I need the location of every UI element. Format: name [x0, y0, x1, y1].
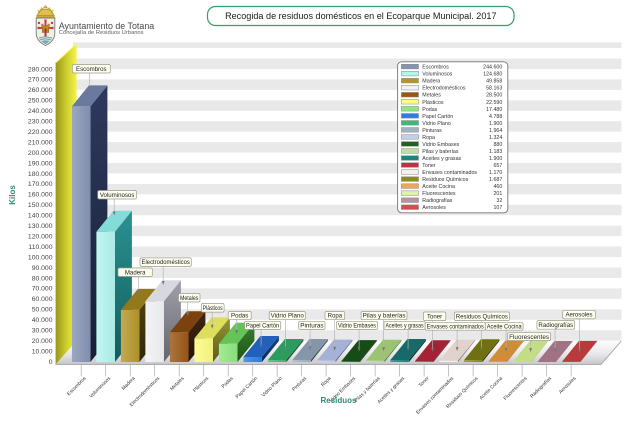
svg-text:Concejalía de Residuos Urbanos: Concejalía de Residuos Urbanos [59, 30, 144, 36]
svg-text:17.480: 17.480 [486, 107, 502, 113]
svg-text:Residuos: Residuos [320, 396, 357, 405]
svg-text:150.000: 150.000 [28, 202, 53, 209]
svg-text:Kilos: Kilos [8, 185, 17, 205]
svg-text:20.000: 20.000 [32, 338, 53, 345]
svg-text:200.000: 200.000 [28, 150, 53, 157]
svg-text:190.000: 190.000 [28, 160, 53, 167]
svg-text:107: 107 [493, 205, 502, 211]
svg-text:210.000: 210.000 [28, 139, 53, 146]
svg-text:Podas: Podas [422, 107, 437, 113]
svg-text:4.788: 4.788 [489, 114, 502, 120]
svg-text:Ropa: Ropa [422, 135, 435, 141]
svg-text:140.000: 140.000 [28, 213, 53, 220]
svg-text:130.000: 130.000 [28, 223, 53, 230]
svg-text:Madera: Madera [422, 79, 440, 85]
svg-text:Metales: Metales [180, 295, 199, 302]
svg-text:0: 0 [49, 359, 53, 366]
svg-text:Residuos Químicos: Residuos Químicos [422, 177, 468, 183]
svg-text:Aerosoles: Aerosoles [565, 312, 592, 319]
svg-text:280.000: 280.000 [28, 66, 53, 73]
svg-text:80.000: 80.000 [32, 275, 53, 282]
svg-text:40.000: 40.000 [32, 317, 53, 324]
svg-text:Fluorescentes: Fluorescentes [422, 191, 456, 197]
svg-text:Metales: Metales [422, 93, 441, 99]
svg-text:Pinturas: Pinturas [422, 128, 442, 134]
svg-text:Pilas y baterías: Pilas y baterías [422, 149, 459, 155]
svg-text:Plásticos: Plásticos [203, 305, 223, 312]
svg-text:Electrodomésticos: Electrodomésticos [142, 259, 190, 266]
svg-text:Aceite Cocina: Aceite Cocina [422, 184, 455, 190]
svg-text:1.324: 1.324 [489, 135, 502, 141]
svg-text:10.000: 10.000 [32, 348, 53, 355]
svg-text:Voluminosos: Voluminosos [422, 72, 452, 78]
svg-text:Aceites y grasas: Aceites y grasas [422, 156, 461, 162]
svg-text:50.000: 50.000 [32, 307, 53, 314]
svg-text:58.163: 58.163 [486, 86, 502, 92]
svg-text:Vidrio Embases: Vidrio Embases [422, 142, 459, 148]
svg-text:Ropa: Ropa [328, 313, 343, 320]
svg-text:270.000: 270.000 [28, 77, 53, 84]
svg-text:1.900: 1.900 [489, 156, 502, 162]
svg-text:Podas: Podas [231, 313, 248, 320]
svg-text:240.000: 240.000 [28, 108, 53, 115]
svg-text:220.000: 220.000 [28, 129, 53, 136]
svg-text:30.000: 30.000 [32, 328, 53, 335]
svg-text:1.170: 1.170 [489, 170, 502, 176]
svg-text:22.590: 22.590 [486, 100, 502, 106]
svg-text:32: 32 [496, 198, 502, 204]
svg-text:657: 657 [493, 163, 502, 169]
svg-text:Escombros: Escombros [76, 66, 106, 73]
svg-text:250.000: 250.000 [28, 98, 53, 105]
svg-text:880: 880 [493, 142, 502, 148]
svg-text:60.000: 60.000 [32, 296, 53, 303]
svg-text:Papel Cartón: Papel Cartón [246, 323, 279, 330]
svg-text:Residuos Químicos: Residuos Químicos [456, 313, 508, 320]
svg-text:110.000: 110.000 [28, 244, 52, 251]
svg-text:90.000: 90.000 [32, 265, 53, 272]
svg-text:Radiografías: Radiografías [538, 322, 573, 329]
svg-text:Aerosoles: Aerosoles [422, 205, 446, 211]
svg-text:Plásticos: Plásticos [422, 100, 444, 106]
svg-text:Toner: Toner [427, 313, 442, 320]
svg-text:Vidrio Plano: Vidrio Plano [271, 313, 305, 320]
svg-text:260.000: 260.000 [28, 87, 53, 94]
svg-text:1.687: 1.687 [489, 177, 502, 183]
svg-text:Vidrio Plano: Vidrio Plano [422, 121, 451, 127]
svg-text:Envases contaminados: Envases contaminados [427, 323, 484, 330]
svg-text:Aceites y grasas: Aceites y grasas [386, 323, 424, 330]
svg-text:170.000: 170.000 [28, 181, 53, 188]
svg-text:28.500: 28.500 [486, 93, 502, 99]
svg-text:Electrodomésticos: Electrodomésticos [422, 86, 466, 92]
svg-text:1.964: 1.964 [489, 128, 502, 134]
svg-text:Aceite Cocina: Aceite Cocina [487, 323, 522, 330]
svg-text:124.680: 124.680 [483, 72, 502, 78]
svg-text:244.600: 244.600 [483, 65, 502, 71]
svg-text:Escombros: Escombros [422, 65, 449, 71]
svg-text:100.000: 100.000 [28, 254, 53, 261]
svg-text:Fluorescentes: Fluorescentes [509, 334, 549, 341]
svg-text:Pilas y baterías: Pilas y baterías [363, 313, 406, 320]
svg-text:Vidrio Embases: Vidrio Embases [338, 323, 376, 330]
svg-text:1.900: 1.900 [489, 121, 502, 127]
svg-text:Voluminosos: Voluminosos [100, 192, 135, 199]
svg-text:Envases contaminados: Envases contaminados [422, 170, 477, 176]
svg-text:Papel Cartón: Papel Cartón [422, 114, 453, 120]
svg-text:1.183: 1.183 [489, 149, 502, 155]
svg-text:160.000: 160.000 [28, 192, 53, 199]
svg-text:Pinturas: Pinturas [300, 323, 323, 330]
svg-text:70.000: 70.000 [32, 286, 53, 293]
svg-text:Recogida de residuos doméstico: Recogida de residuos domésticos en el Ec… [225, 11, 496, 21]
svg-text:460: 460 [493, 184, 502, 190]
svg-text:49.858: 49.858 [486, 79, 502, 85]
svg-text:180.000: 180.000 [28, 171, 53, 178]
svg-text:120.000: 120.000 [28, 233, 53, 240]
svg-text:201: 201 [493, 191, 502, 197]
svg-text:Madera: Madera [125, 269, 146, 276]
svg-text:Toner: Toner [422, 163, 435, 169]
svg-text:Radiografías: Radiografías [422, 198, 452, 204]
svg-text:230.000: 230.000 [28, 119, 53, 126]
